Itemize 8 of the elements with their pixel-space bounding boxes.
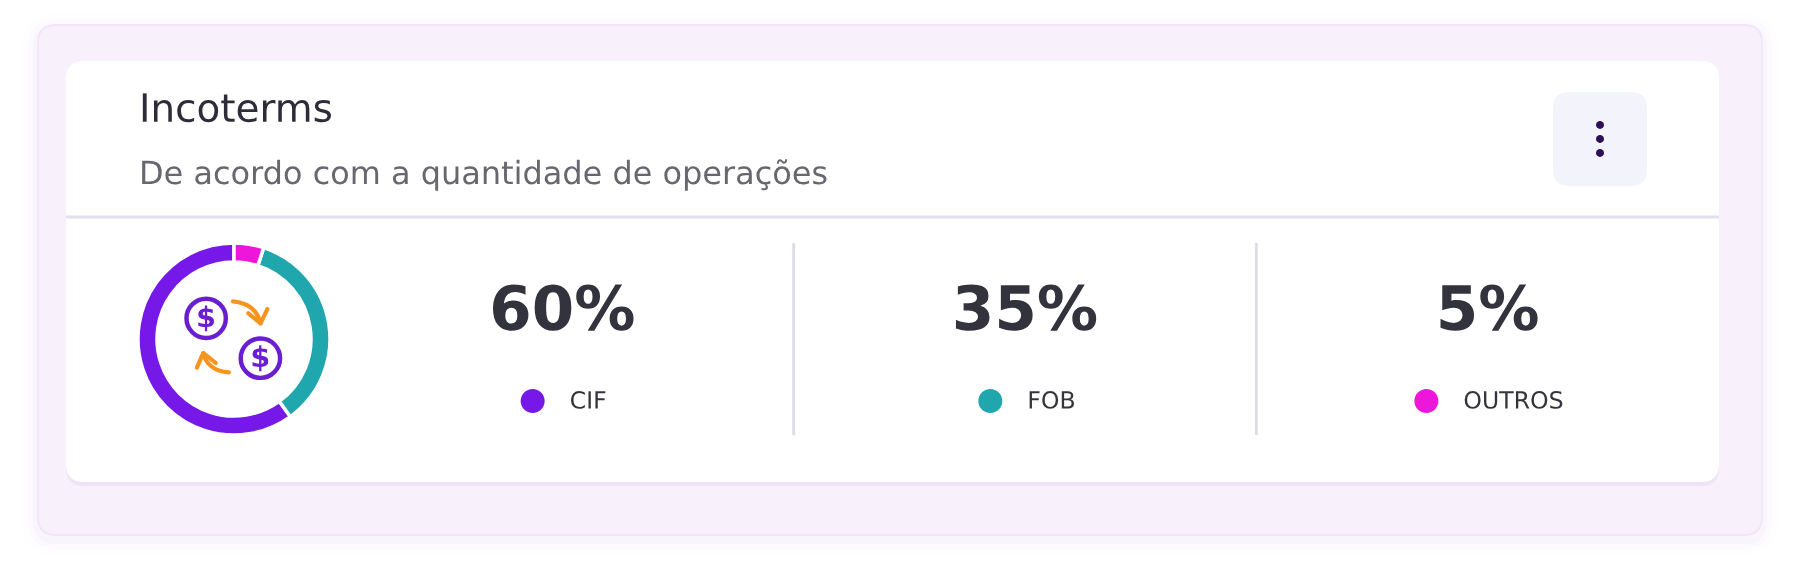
chart-subtitle: De acordo com a quantidade de operações <box>142 159 827 191</box>
legend-label: FOB <box>1029 390 1075 409</box>
data-label: 60% <box>492 284 634 331</box>
data-label: 35% <box>955 284 1097 331</box>
legend-label: OUTROS <box>1464 390 1563 409</box>
data-label: 5% <box>1440 284 1538 331</box>
chart-title: Incoterms <box>142 93 332 123</box>
legend-label: CIF <box>570 390 606 409</box>
